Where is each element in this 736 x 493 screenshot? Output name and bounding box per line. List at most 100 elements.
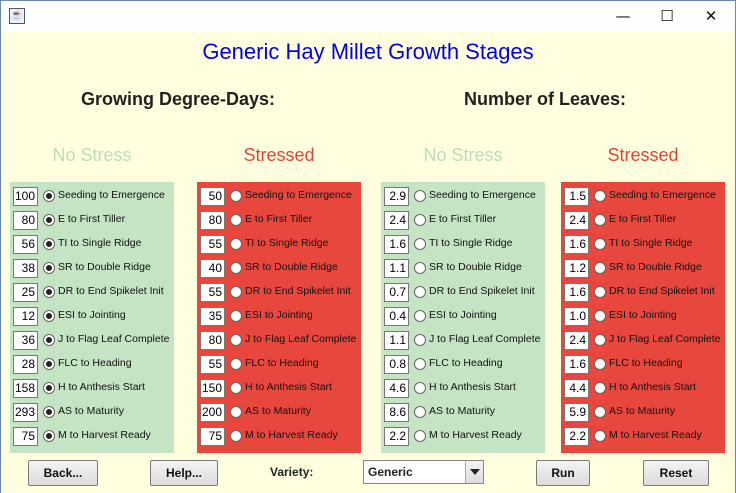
stage-radio[interactable] <box>43 238 55 250</box>
stage-value-field[interactable]: 1.5 <box>564 187 589 206</box>
stage-value-field[interactable]: 38 <box>13 259 38 278</box>
stage-radio[interactable] <box>594 214 606 226</box>
stage-radio[interactable] <box>594 334 606 346</box>
stage-radio[interactable] <box>594 358 606 370</box>
close-icon[interactable]: ✕ <box>704 7 718 25</box>
stage-value-field[interactable]: 1.1 <box>384 259 409 278</box>
stage-radio[interactable] <box>43 406 55 418</box>
stage-radio[interactable] <box>230 382 242 394</box>
variety-select[interactable]: Generic <box>363 460 484 484</box>
stage-radio[interactable] <box>594 286 606 298</box>
stage-value-field[interactable]: 56 <box>13 235 38 254</box>
stage-value-field[interactable]: 1.1 <box>384 331 409 350</box>
stage-radio[interactable] <box>414 214 426 226</box>
stage-value-field[interactable]: 200 <box>200 403 225 422</box>
help-button[interactable]: Help... <box>150 460 218 486</box>
stage-value-field[interactable]: 55 <box>200 235 225 254</box>
stage-value-field[interactable]: 75 <box>13 427 38 446</box>
stage-value-field[interactable]: 0.8 <box>384 355 409 374</box>
stage-radio[interactable] <box>43 358 55 370</box>
stage-radio[interactable] <box>414 334 426 346</box>
stage-radio[interactable] <box>43 430 55 442</box>
chevron-down-icon[interactable] <box>465 461 483 483</box>
title-bar[interactable]: ☕ — ☐ ✕ <box>1 1 735 31</box>
stage-value-field[interactable]: 80 <box>200 211 225 230</box>
stage-radio[interactable] <box>43 214 55 226</box>
stage-radio[interactable] <box>594 238 606 250</box>
stage-value-field[interactable]: 150 <box>200 379 225 398</box>
stage-radio[interactable] <box>414 310 426 322</box>
stage-value-field[interactable]: 2.4 <box>564 211 589 230</box>
back-button[interactable]: Back... <box>28 460 98 486</box>
stage-value-field[interactable]: 2.2 <box>564 427 589 446</box>
stage-radio[interactable] <box>230 406 242 418</box>
stage-value-field[interactable]: 80 <box>13 211 38 230</box>
stage-value-field[interactable]: 2.4 <box>564 331 589 350</box>
stage-radio[interactable] <box>43 382 55 394</box>
stage-radio[interactable] <box>414 358 426 370</box>
stage-value-field[interactable]: 75 <box>200 427 225 446</box>
run-button[interactable]: Run <box>536 460 590 486</box>
stage-radio[interactable] <box>43 310 55 322</box>
stage-value-field[interactable]: 1.6 <box>564 355 589 374</box>
stage-value-field[interactable]: 1.2 <box>564 259 589 278</box>
stage-radio[interactable] <box>414 406 426 418</box>
stage-value-field[interactable]: 1.0 <box>564 307 589 326</box>
stage-radio[interactable] <box>414 430 426 442</box>
stage-radio[interactable] <box>43 190 55 202</box>
stage-value-field[interactable]: 1.6 <box>384 235 409 254</box>
stage-value-field[interactable]: 0.4 <box>384 307 409 326</box>
stage-radio[interactable] <box>230 214 242 226</box>
stage-radio[interactable] <box>594 382 606 394</box>
stage-value-field[interactable]: 80 <box>200 331 225 350</box>
stage-radio[interactable] <box>414 286 426 298</box>
stage-radio[interactable] <box>230 334 242 346</box>
stage-value-field[interactable]: 0.7 <box>384 283 409 302</box>
stage-value-field[interactable]: 55 <box>200 283 225 302</box>
stage-radio[interactable] <box>43 286 55 298</box>
stage-radio[interactable] <box>594 190 606 202</box>
stage-value-field[interactable]: 50 <box>200 187 225 206</box>
stage-value-field[interactable]: 4.6 <box>384 379 409 398</box>
stage-value-field[interactable]: 40 <box>200 259 225 278</box>
stage-radio[interactable] <box>43 262 55 274</box>
stage-value-field[interactable]: 293 <box>13 403 38 422</box>
stage-value-field[interactable]: 2.2 <box>384 427 409 446</box>
stage-radio[interactable] <box>594 430 606 442</box>
maximize-icon[interactable]: ☐ <box>660 7 674 25</box>
stage-value-field[interactable]: 1.6 <box>564 235 589 254</box>
stage-label: J to Flag Leaf Complete <box>429 333 541 345</box>
stage-radio[interactable] <box>414 262 426 274</box>
stage-value-field[interactable]: 2.4 <box>384 211 409 230</box>
stage-label: ESI to Jointing <box>58 309 126 321</box>
stage-value-field[interactable]: 100 <box>13 187 38 206</box>
stage-value-field[interactable]: 25 <box>13 283 38 302</box>
stage-radio[interactable] <box>230 238 242 250</box>
stage-radio[interactable] <box>43 334 55 346</box>
stage-radio[interactable] <box>230 286 242 298</box>
minimize-icon[interactable]: — <box>615 7 631 25</box>
stage-value-field[interactable]: 35 <box>200 307 225 326</box>
stage-radio[interactable] <box>594 406 606 418</box>
stage-value-field[interactable]: 158 <box>13 379 38 398</box>
stage-radio[interactable] <box>230 310 242 322</box>
stage-radio[interactable] <box>414 190 426 202</box>
stage-radio[interactable] <box>414 382 426 394</box>
stage-value-field[interactable]: 5.9 <box>564 403 589 422</box>
stage-radio[interactable] <box>414 238 426 250</box>
stage-radio[interactable] <box>230 358 242 370</box>
reset-button[interactable]: Reset <box>643 460 709 486</box>
stage-value-field[interactable]: 28 <box>13 355 38 374</box>
stage-radio[interactable] <box>594 310 606 322</box>
stage-radio[interactable] <box>230 430 242 442</box>
stage-radio[interactable] <box>594 262 606 274</box>
stage-value-field[interactable]: 55 <box>200 355 225 374</box>
stage-value-field[interactable]: 8.6 <box>384 403 409 422</box>
stage-value-field[interactable]: 12 <box>13 307 38 326</box>
stage-value-field[interactable]: 2.9 <box>384 187 409 206</box>
stage-value-field[interactable]: 1.6 <box>564 283 589 302</box>
stage-radio[interactable] <box>230 190 242 202</box>
stage-value-field[interactable]: 36 <box>13 331 38 350</box>
stage-radio[interactable] <box>230 262 242 274</box>
stage-value-field[interactable]: 4.4 <box>564 379 589 398</box>
